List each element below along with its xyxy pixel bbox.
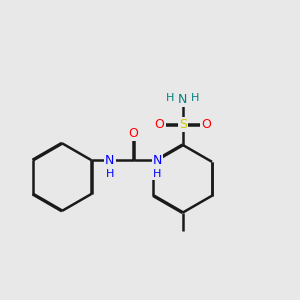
- Text: N: N: [105, 154, 115, 167]
- Text: N: N: [153, 154, 162, 167]
- Text: H: H: [191, 92, 200, 103]
- Text: O: O: [129, 127, 139, 140]
- Text: S: S: [179, 118, 187, 131]
- Text: O: O: [155, 118, 165, 131]
- Text: H: H: [106, 169, 114, 179]
- Text: N: N: [178, 93, 188, 106]
- Text: O: O: [201, 118, 211, 131]
- Text: H: H: [153, 169, 161, 179]
- Text: H: H: [166, 92, 174, 103]
